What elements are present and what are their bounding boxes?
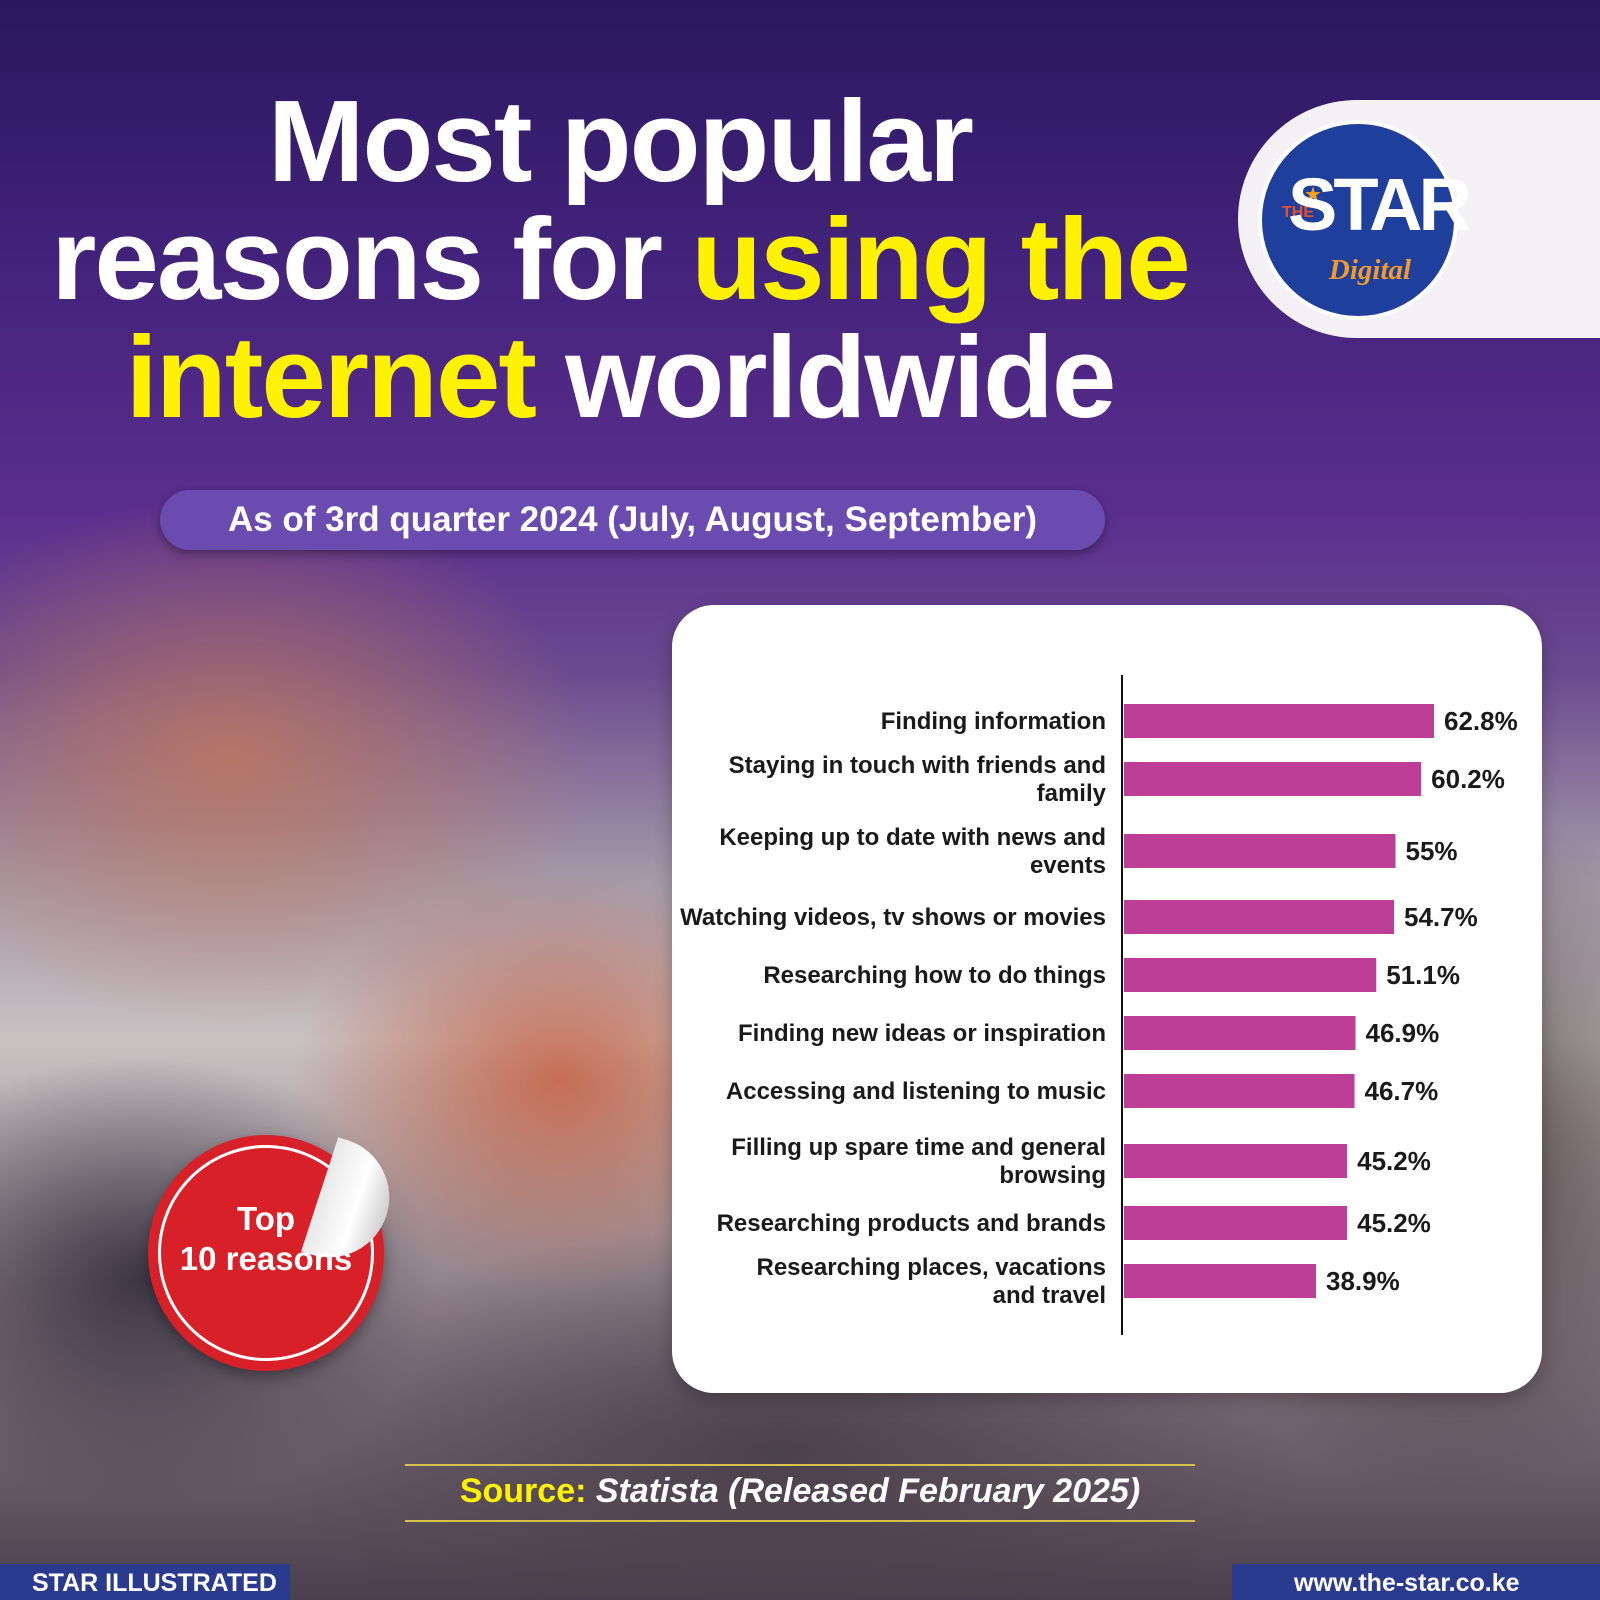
bar-7 xyxy=(1124,1144,1348,1178)
badge-text: Top 10 reasons xyxy=(148,1199,384,1279)
bar-6 xyxy=(1124,1074,1355,1108)
category-label-3-line-0: Watching videos, tv shows or movies xyxy=(680,904,1106,931)
value-label-1: 60.2% xyxy=(1431,764,1505,794)
bar-1 xyxy=(1124,762,1422,796)
category-label-6: Accessing and listening to music xyxy=(726,1078,1106,1105)
category-label-2-line-1: events xyxy=(1030,852,1106,879)
bar-0 xyxy=(1124,704,1434,738)
category-label-7: Filling up spare time and general browsin… xyxy=(731,1134,1106,1189)
badge-ring xyxy=(158,1145,374,1361)
value-label-4: 51.1% xyxy=(1386,960,1460,990)
badge-line-2: 10 reasons xyxy=(179,1240,353,1277)
bar-8 xyxy=(1124,1206,1348,1240)
subtitle-pill: As of 3rd quarter 2024 (July, August, Se… xyxy=(160,490,1105,550)
bar-2 xyxy=(1124,834,1396,868)
category-label-4: Researching how to do things xyxy=(763,962,1106,989)
source-line: Source: Statista (Released February 2025… xyxy=(405,1466,1195,1516)
title-part-1: Most popular reasons for xyxy=(51,76,974,324)
category-label-6-line-0: Accessing and listening to music xyxy=(726,1078,1106,1105)
category-label-4-line-0: Researching how to do things xyxy=(763,962,1106,989)
category-label-8-line-0: Researching products and brands xyxy=(717,1210,1106,1237)
source-top-rule xyxy=(405,1464,1195,1466)
category-label-7-line-0: Filling up spare time and general xyxy=(731,1134,1106,1161)
source-value: Statista (Released February 2025) xyxy=(595,1472,1141,1510)
category-label-1: Staying in touch with friends and family xyxy=(729,752,1107,807)
badge-line-1: Top xyxy=(236,1200,296,1237)
value-label-0: 62.8% xyxy=(1444,706,1518,736)
logo-the-text: THE xyxy=(1282,204,1314,221)
title-highlight: using the internet xyxy=(125,194,1191,442)
value-label-2: 55% xyxy=(1405,836,1457,866)
star-icon: ★ xyxy=(1304,184,1322,206)
category-label-9-line-1: and travel xyxy=(993,1282,1106,1309)
logo-star-text: STAR xyxy=(1288,163,1472,246)
category-label-3: Watching videos, tv shows or movies xyxy=(680,904,1106,931)
category-label-9: Researching places, vacations and travel xyxy=(757,1254,1107,1309)
footer-star-illustrated: STAR ILLUSTRATED xyxy=(0,1564,290,1600)
top-10-badge: Top 10 reasons xyxy=(148,1135,405,1371)
category-label-0: Finding information xyxy=(881,708,1106,735)
value-label-7: 45.2% xyxy=(1357,1146,1431,1176)
value-label-3: 54.7% xyxy=(1404,902,1478,932)
category-label-2: Keeping up to date with news and events xyxy=(719,824,1106,879)
category-label-7-line-1: browsing xyxy=(999,1162,1106,1189)
page-title: Most popular reasons for using the inter… xyxy=(40,82,1200,436)
chart-card: 62.8% Finding information 60.2% Staying in … xyxy=(672,605,1542,1393)
value-label-9: 38.9% xyxy=(1326,1266,1400,1296)
source-bottom-rule xyxy=(405,1520,1195,1522)
star-logo: THE ★ STAR Digital xyxy=(1258,120,1472,320)
value-label-5: 46.9% xyxy=(1366,1018,1440,1048)
bar-3 xyxy=(1124,900,1395,934)
footer-website-link[interactable]: www.the-star.co.ke xyxy=(1232,1564,1600,1600)
category-label-5: Finding new ideas or inspiration xyxy=(738,1020,1106,1047)
category-label-8: Researching products and brands xyxy=(717,1210,1106,1237)
bar-5 xyxy=(1124,1016,1356,1050)
bar-4 xyxy=(1124,958,1377,992)
bar-9 xyxy=(1124,1264,1317,1298)
category-label-2-line-0: Keeping up to date with news and xyxy=(719,824,1106,851)
category-label-0-line-0: Finding information xyxy=(881,708,1106,735)
category-label-5-line-0: Finding new ideas or inspiration xyxy=(738,1020,1106,1047)
value-label-6: 46.7% xyxy=(1365,1076,1439,1106)
category-label-1-line-0: Staying in touch with friends and xyxy=(729,752,1106,779)
title-part-2: worldwide xyxy=(535,312,1116,442)
category-label-9-line-0: Researching places, vacations xyxy=(757,1254,1107,1281)
category-label-1-line-1: family xyxy=(1037,780,1107,807)
source-key: Source: xyxy=(459,1472,587,1510)
value-label-8: 45.2% xyxy=(1357,1208,1431,1238)
bar-chart: 62.8% Finding information 60.2% Staying in … xyxy=(680,675,1518,1335)
logo-digital-text: Digital xyxy=(1328,254,1412,286)
